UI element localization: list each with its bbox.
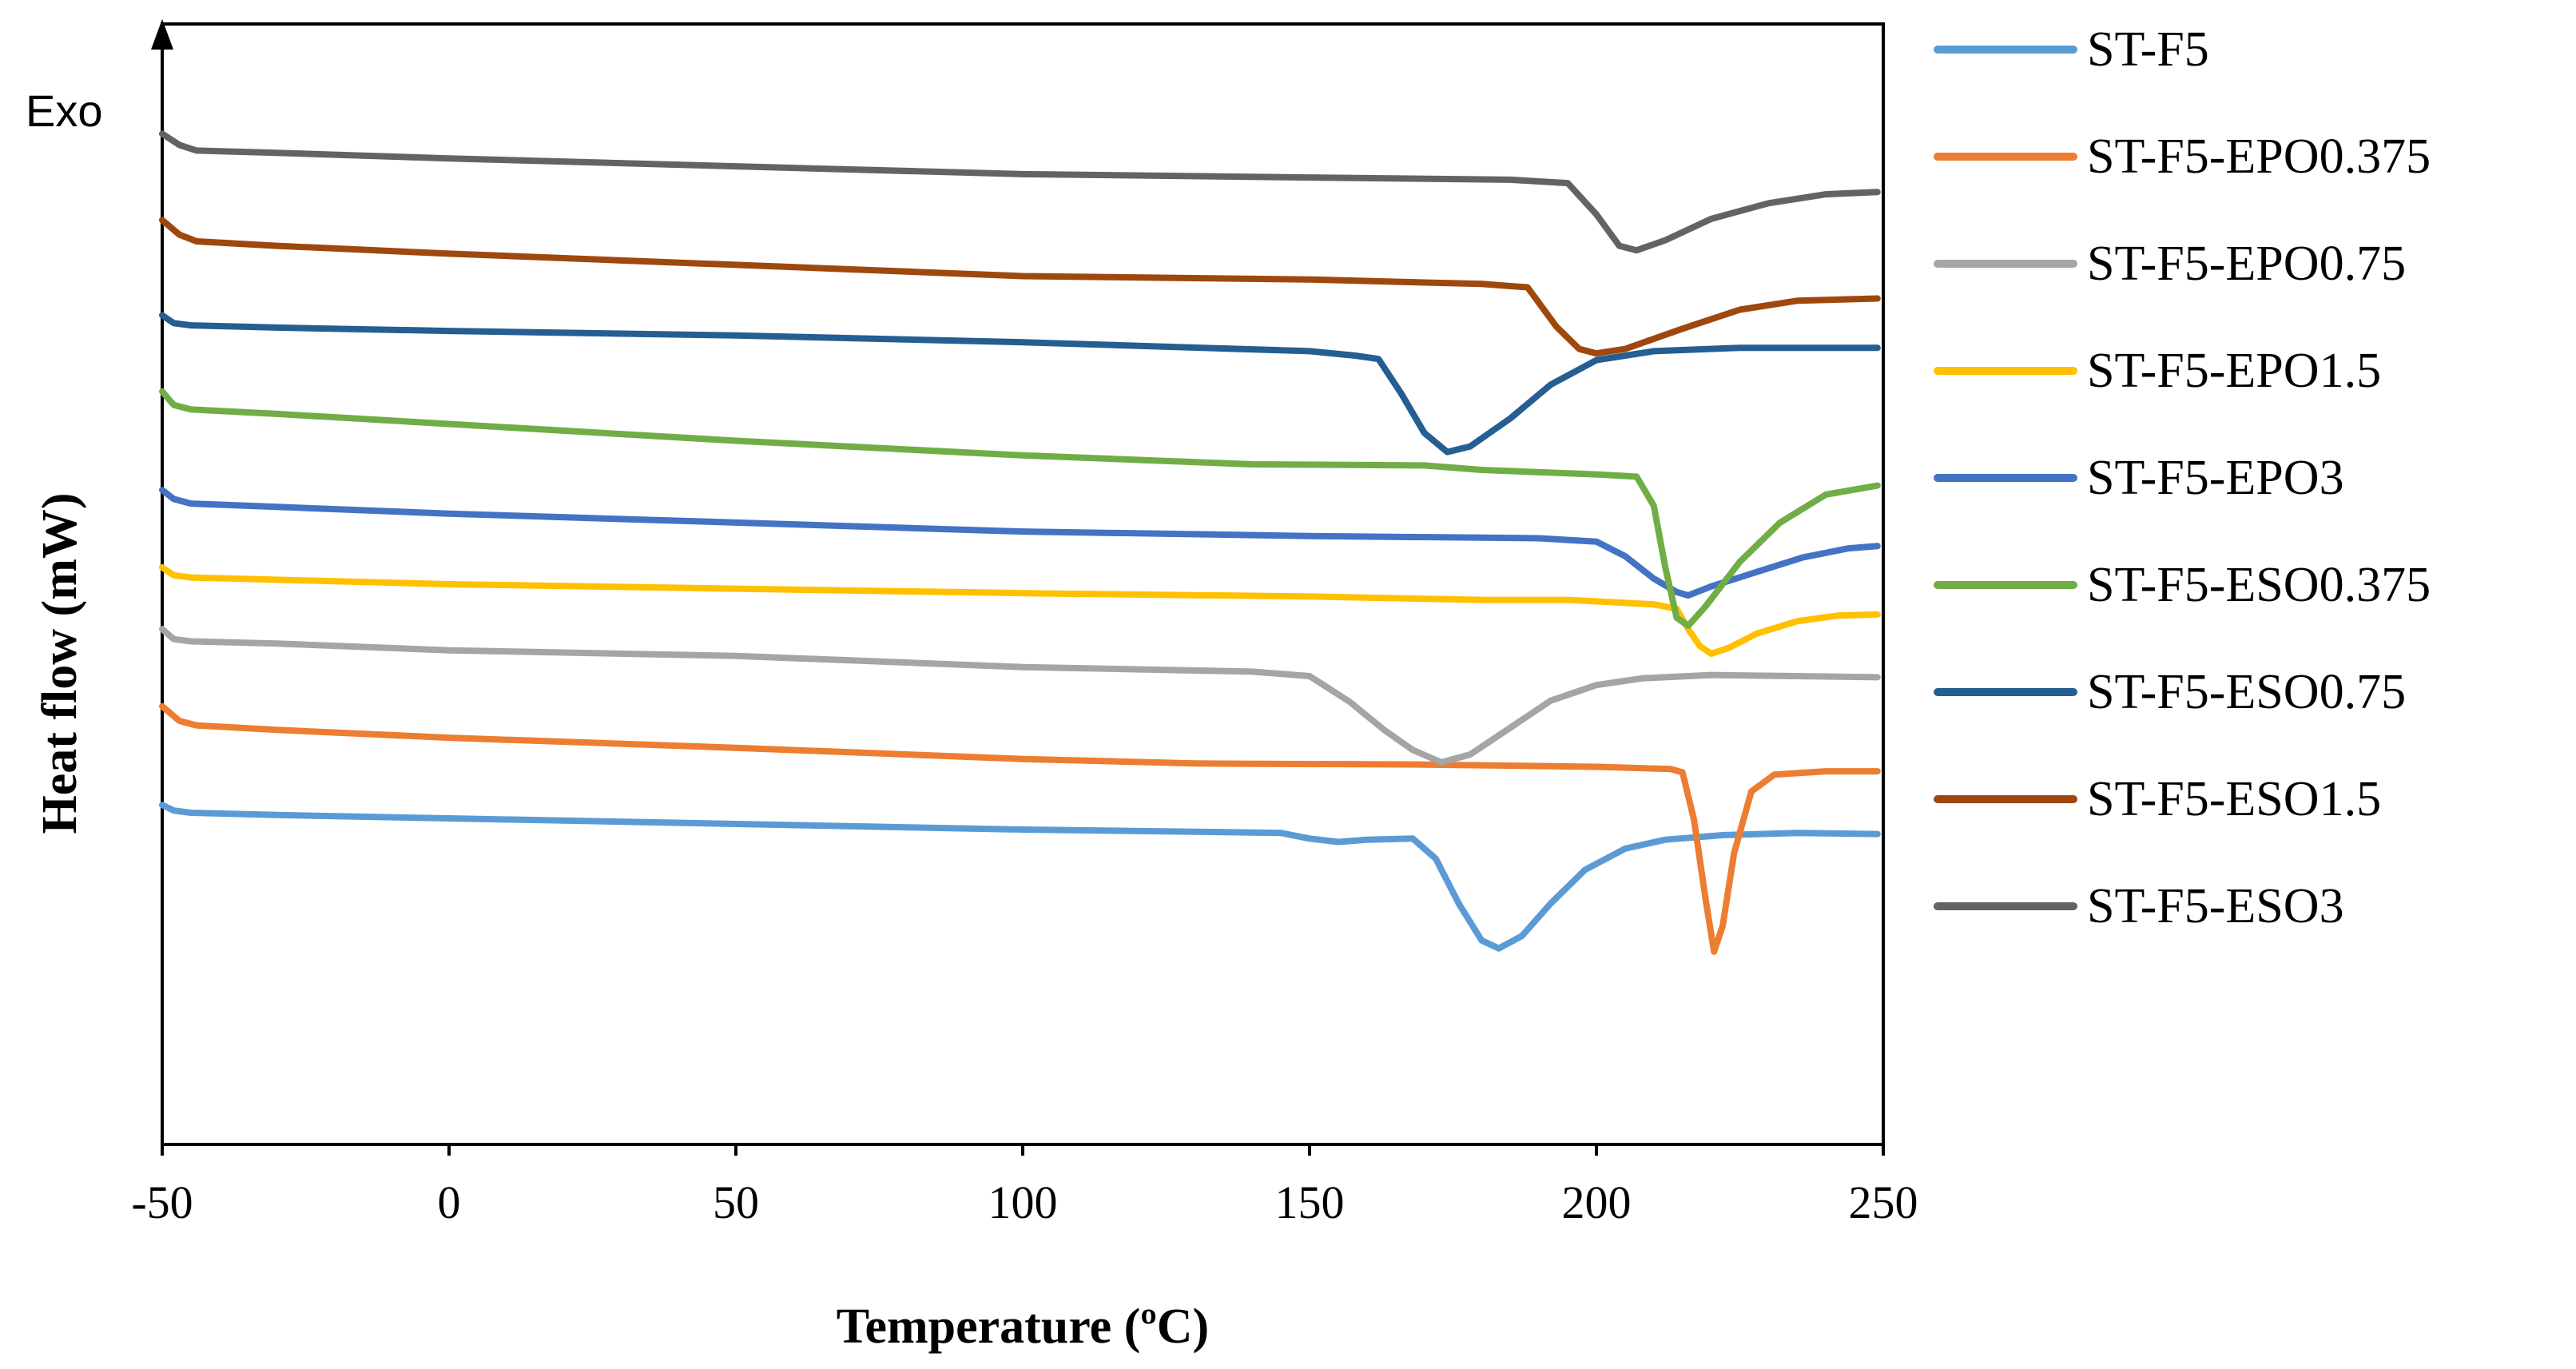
legend-label: ST-F5-ESO0.375 — [2087, 558, 2431, 612]
series-line-st-f5-epo0-375 — [159, 702, 1881, 955]
legend-label: ST-F5 — [2087, 22, 2209, 77]
legend-label: ST-F5-ESO0.75 — [2087, 665, 2406, 719]
exo-arrow-icon — [151, 19, 173, 50]
legend-label: ST-F5-EPO0.75 — [2087, 237, 2406, 291]
x-tick-label: 150 — [1275, 1176, 1345, 1228]
series-line-st-f5-eso3 — [159, 130, 1881, 254]
series-line-st-f5 — [159, 802, 1881, 952]
legend-label: ST-F5-EPO0.375 — [2087, 129, 2431, 184]
x-tick-label: 0 — [438, 1176, 461, 1228]
y-axis-title: Heat flow (mW) — [33, 493, 87, 834]
legend-label: ST-F5-ESO3 — [2087, 879, 2344, 933]
series-line-st-f5-eso0-375 — [159, 388, 1881, 629]
legend-label: ST-F5-EPO1.5 — [2087, 344, 2381, 398]
x-tick-label: 100 — [988, 1176, 1058, 1228]
exo-annotation: Exo — [26, 86, 103, 136]
x-tick-label: -50 — [131, 1176, 193, 1228]
legend-label: ST-F5-ESO1.5 — [2087, 772, 2381, 826]
legend-label: ST-F5-EPO3 — [2087, 451, 2344, 505]
series-line-st-f5-epo1-5 — [159, 564, 1881, 657]
series-line-st-f5-eso0-75 — [159, 312, 1881, 456]
series-line-st-f5-epo0-75 — [159, 626, 1881, 766]
series-line-st-f5-eso1-5 — [159, 217, 1881, 357]
series-line-st-f5-epo3 — [159, 487, 1881, 599]
x-axis-title: Temperature (ºC) — [837, 1299, 1209, 1354]
x-tick-label: 200 — [1562, 1176, 1632, 1228]
x-tick-label: 250 — [1849, 1176, 1918, 1228]
x-tick-label: 50 — [713, 1176, 759, 1228]
